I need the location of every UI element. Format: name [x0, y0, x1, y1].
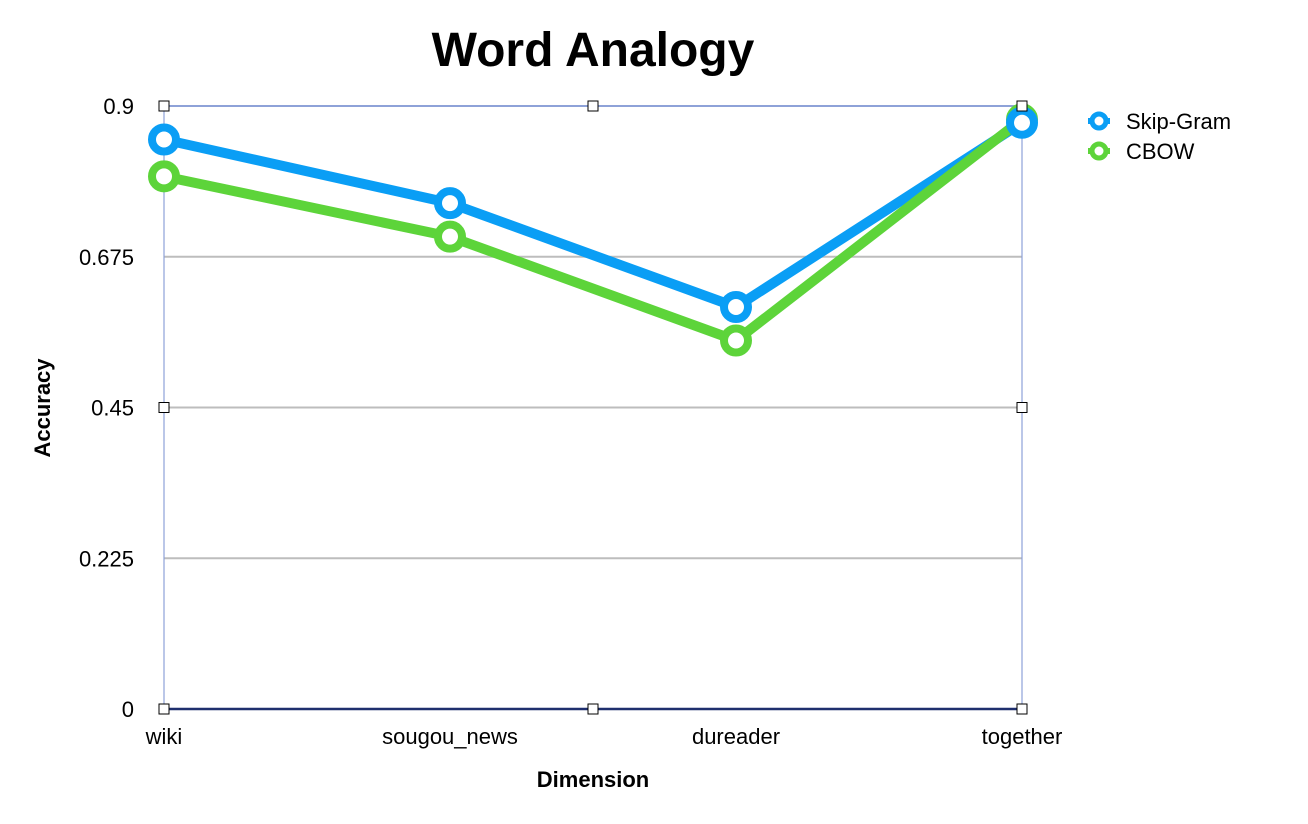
resize-handle[interactable] [158, 402, 170, 413]
resize-handle[interactable] [1016, 703, 1028, 715]
resize-handle[interactable] [587, 100, 599, 112]
data-point [434, 187, 466, 220]
selection-handles[interactable] [158, 100, 1028, 715]
y-tick-label: 0.225 [79, 546, 134, 571]
resize-handle[interactable] [158, 100, 170, 112]
data-point [434, 220, 466, 253]
x-tick-label: sougou_news [382, 724, 518, 749]
legend-item: Skip-Gram [1088, 109, 1231, 134]
data-point [1006, 106, 1038, 139]
series-lines [148, 103, 1038, 357]
x-tick-label: wiki [145, 724, 183, 749]
y-tick-label: 0.675 [79, 245, 134, 270]
resize-handle[interactable] [1016, 100, 1028, 112]
series-line-cbow [159, 114, 1027, 346]
x-tick-label: dureader [692, 724, 780, 749]
legend-label: Skip-Gram [1126, 109, 1231, 134]
data-point [720, 291, 752, 323]
y-tick-label: 0.45 [91, 396, 134, 421]
x-axis-label: Dimension [537, 767, 649, 792]
resize-handle[interactable] [1016, 402, 1028, 413]
chart-title: Word Analogy [432, 24, 755, 77]
x-axis-ticks: wiki sougou_news dureader together [145, 724, 1063, 749]
series-line-skip-gram [159, 117, 1027, 312]
legend-swatch-marker [1089, 111, 1109, 131]
gridlines [164, 105, 1022, 711]
legend-swatch-marker [1089, 141, 1109, 161]
x-tick-label: together [982, 724, 1063, 749]
data-point [148, 160, 180, 193]
data-point [148, 123, 180, 156]
y-axis-label: Accuracy [30, 358, 55, 458]
y-tick-label: 0.9 [103, 94, 134, 119]
data-point [720, 324, 752, 357]
legend-item: CBOW [1088, 139, 1195, 164]
y-axis-ticks: 0 0.225 0.45 0.675 0.9 [79, 94, 134, 722]
legend-label: CBOW [1126, 139, 1195, 164]
resize-handle[interactable] [158, 703, 170, 715]
legend: Skip-Gram CBOW [1088, 109, 1231, 164]
resize-handle[interactable] [587, 703, 599, 715]
y-tick-label: 0 [122, 697, 134, 722]
